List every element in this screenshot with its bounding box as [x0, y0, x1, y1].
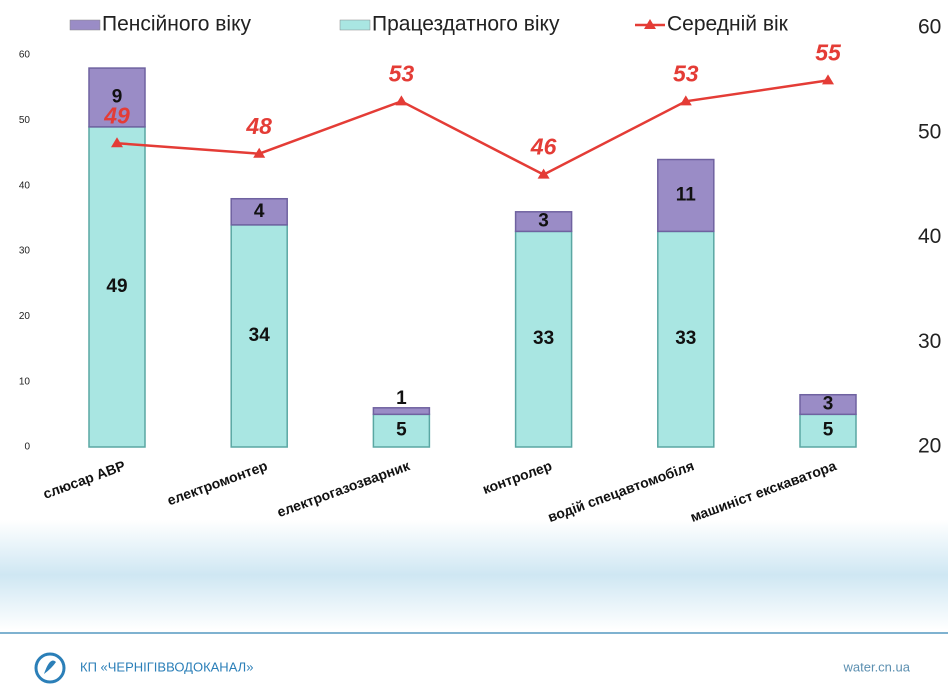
data-label: 9 — [112, 86, 123, 107]
bar-segment — [372, 413, 431, 448]
y-tick-label: 20 — [19, 311, 31, 322]
data-label: 49 — [106, 276, 127, 297]
data-label: 34 — [249, 325, 271, 346]
organization: КП «ЧЕРНІГІВВОДОКАНАЛ» — [80, 659, 253, 674]
background-water — [0, 520, 948, 630]
line-marker — [253, 147, 266, 158]
legend-swatch — [69, 19, 101, 31]
bar-segment — [657, 158, 715, 233]
line-label: 53 — [389, 60, 415, 86]
legend-label: Пенсійного віку — [102, 13, 251, 36]
bar-segment — [372, 407, 431, 416]
data-label: 3 — [823, 394, 834, 415]
bar-segment — [88, 67, 146, 128]
data-label: 4 — [254, 201, 265, 222]
bar-segment — [88, 126, 146, 448]
data-label: 3 — [538, 211, 549, 232]
data-label: 33 — [675, 328, 696, 349]
line-label: 53 — [673, 60, 699, 86]
y-tick-label: 10 — [19, 376, 31, 387]
bar-segment — [514, 211, 573, 233]
bar-segment — [657, 230, 715, 448]
line — [116, 79, 829, 177]
legend-swatch — [644, 19, 656, 29]
website: water.cn.ua — [843, 659, 911, 674]
x-tick-label: електромонтер — [165, 457, 270, 508]
x-tick-label: водій спецавтомобіля — [545, 457, 696, 525]
x-tick-label: електрогазозварник — [275, 457, 413, 520]
bar-segment — [230, 224, 288, 448]
y2-tick-label: 30 — [918, 330, 941, 353]
line-label: 48 — [245, 113, 272, 139]
data-label: 1 — [396, 388, 407, 409]
line-label: 49 — [103, 102, 130, 128]
y-tick-label: 40 — [19, 180, 31, 191]
legend-label: Працездатного віку — [372, 13, 560, 36]
line-marker — [679, 95, 692, 106]
x-tick-label: машиніст екскаватора — [688, 457, 838, 525]
data-label: 11 — [676, 184, 697, 205]
x-tick-label: слюсар АВР — [41, 457, 127, 502]
data-label: 33 — [533, 328, 554, 349]
line-marker — [537, 168, 550, 179]
line-marker — [395, 95, 408, 106]
legend-label: Середній вік — [667, 13, 789, 36]
y-tick-label: 0 — [24, 442, 30, 453]
legend-swatch — [339, 19, 371, 31]
x-tick-label: контролер — [480, 457, 554, 497]
y2-tick-label: 50 — [918, 120, 941, 143]
y-tick-label: 60 — [19, 50, 31, 61]
data-label: 5 — [396, 420, 407, 441]
y2-tick-label: 20 — [918, 435, 941, 458]
y2-tick-label: 40 — [918, 225, 941, 248]
line-label: 55 — [815, 39, 842, 65]
y-tick-label: 30 — [19, 246, 31, 257]
line-label: 46 — [530, 134, 557, 160]
bar-segment — [799, 393, 857, 416]
line-marker — [111, 137, 123, 148]
y-tick-label: 50 — [19, 115, 31, 126]
y2-tick-label: 60 — [918, 16, 941, 39]
line-marker — [822, 74, 834, 85]
bar-segment — [514, 230, 573, 448]
logo — [34, 652, 66, 684]
bar-segment — [230, 197, 288, 226]
data-label: 5 — [823, 420, 834, 441]
